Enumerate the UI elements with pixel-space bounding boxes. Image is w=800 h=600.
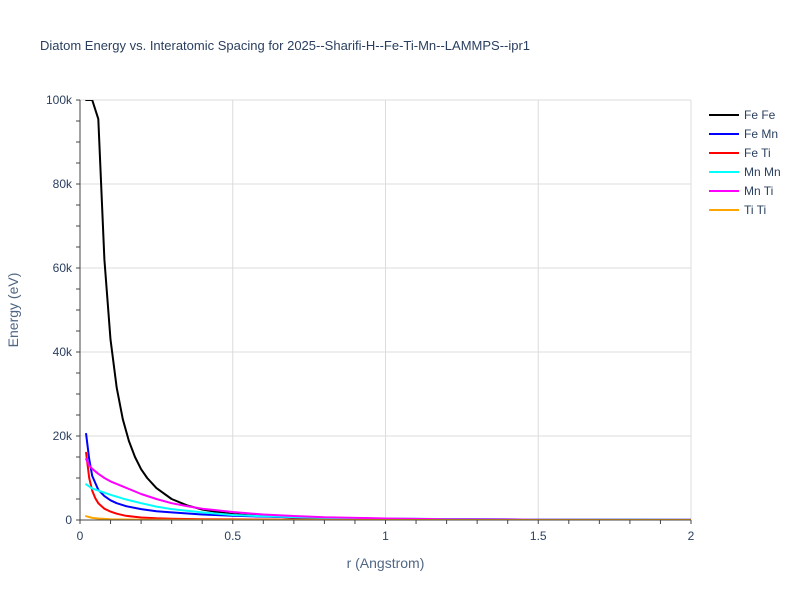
legend-item[interactable]: Fe Fe bbox=[709, 108, 776, 122]
x-tick-label: 0 bbox=[77, 529, 84, 543]
y-tick-label: 80k bbox=[53, 177, 73, 191]
legend-item[interactable]: Ti Ti bbox=[709, 203, 766, 217]
y-tick-label: 20k bbox=[53, 429, 73, 443]
x-tick-label: 1.5 bbox=[530, 529, 547, 543]
x-tick-label: 0.5 bbox=[224, 529, 241, 543]
series-line-fe-mn bbox=[85, 432, 691, 520]
series-line-mn-ti bbox=[85, 458, 691, 520]
legend-label: Mn Ti bbox=[744, 184, 773, 198]
legend-label: Ti Ti bbox=[744, 203, 766, 217]
legend-item[interactable]: Mn Ti bbox=[709, 184, 773, 198]
axes: 0 20k 40k 60k 80k 100k 0 0.5 1 1.5 2 bbox=[46, 93, 695, 543]
y-axis-title: Energy (eV) bbox=[5, 273, 21, 348]
series-line-fe-fe bbox=[85, 100, 691, 520]
legend-item[interactable]: Mn Mn bbox=[709, 165, 781, 179]
y-tick-label: 0 bbox=[65, 513, 72, 527]
legend-label: Fe Mn bbox=[744, 127, 778, 141]
y-tick-label: 100k bbox=[46, 93, 73, 107]
y-tick-label: 40k bbox=[53, 345, 73, 359]
legend-label: Fe Ti bbox=[744, 146, 771, 160]
grid bbox=[80, 99, 692, 520]
legend-item[interactable]: Fe Mn bbox=[709, 127, 778, 141]
legend-item[interactable]: Fe Ti bbox=[709, 146, 771, 160]
legend-label: Fe Fe bbox=[744, 108, 776, 122]
x-tick-label: 2 bbox=[688, 529, 695, 543]
y-tick-label: 60k bbox=[53, 261, 73, 275]
legend-label: Mn Mn bbox=[744, 165, 781, 179]
x-tick-label: 1 bbox=[382, 529, 389, 543]
legend: Fe Fe Fe Mn Fe Ti Mn Mn Mn Ti Ti Ti bbox=[709, 108, 781, 217]
x-axis-title: r (Angstrom) bbox=[347, 555, 425, 571]
chart-title: Diatom Energy vs. Interatomic Spacing fo… bbox=[40, 38, 530, 53]
series-lines bbox=[85, 100, 691, 520]
